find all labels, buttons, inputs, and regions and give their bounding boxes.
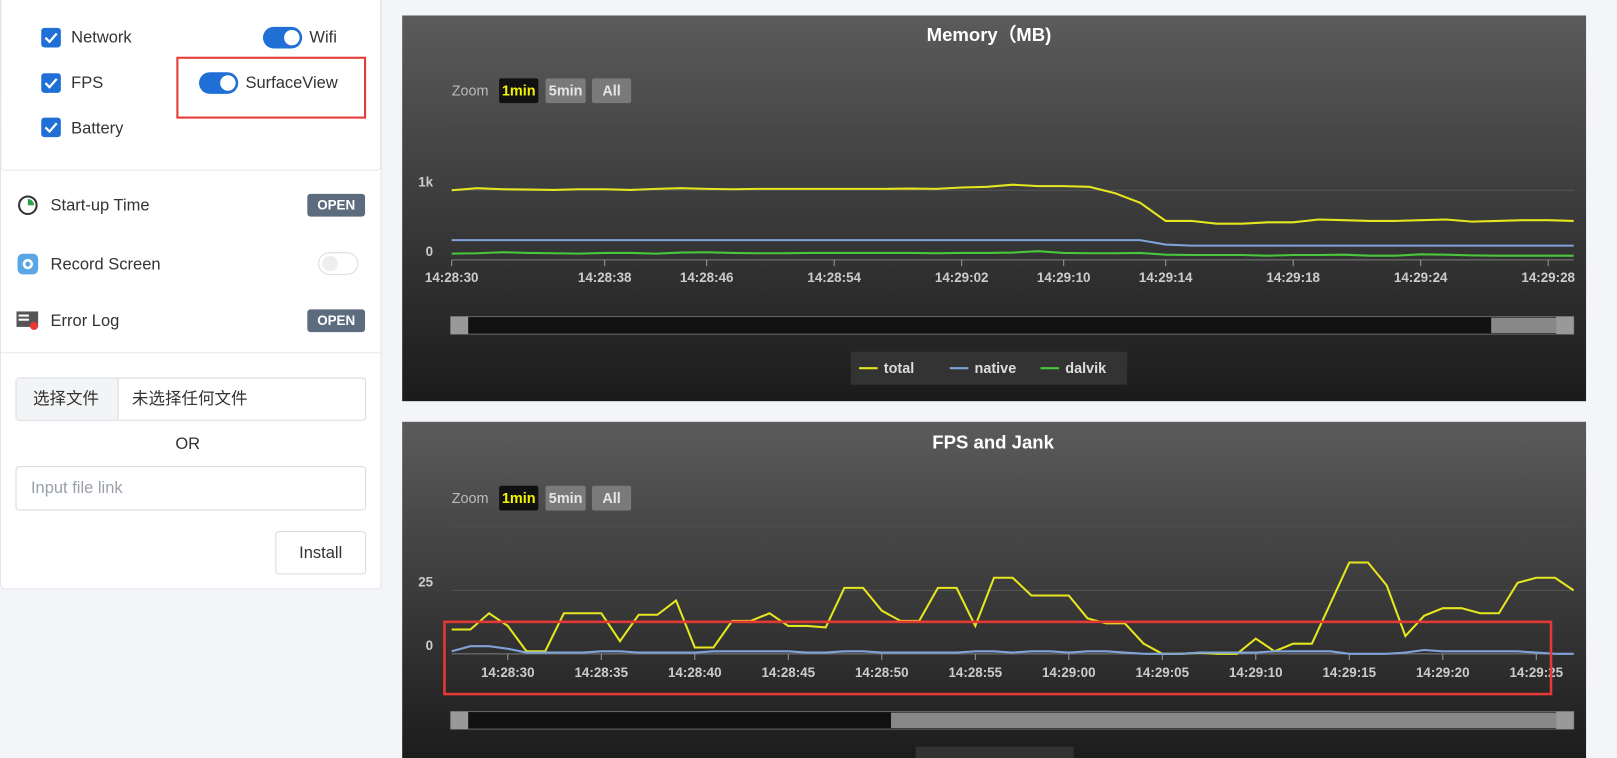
link-placeholder: Input file link bbox=[31, 479, 123, 497]
x-tick-label: 14:29:28 bbox=[1521, 270, 1575, 285]
y-tick-label: 0 bbox=[426, 638, 433, 653]
scrollbar-track bbox=[450, 316, 1575, 335]
legend-box bbox=[850, 351, 1128, 385]
zoom-button[interactable] bbox=[499, 485, 539, 511]
toggle-label: SurfaceView bbox=[245, 74, 337, 92]
highlight-box bbox=[443, 620, 1553, 696]
open-button[interactable] bbox=[307, 309, 366, 333]
toggle[interactable] bbox=[199, 72, 239, 94]
x-tick-label: 14:29:20 bbox=[1416, 665, 1470, 680]
zoom-button-text[interactable]: All bbox=[602, 84, 620, 100]
zoom-button-text[interactable]: 1min bbox=[502, 84, 536, 100]
link-input[interactable] bbox=[15, 466, 367, 511]
chart-title: Memory（MB) bbox=[927, 24, 1052, 45]
x-tick-label: 14:28:40 bbox=[668, 665, 722, 680]
open-button-text[interactable]: OPEN bbox=[317, 197, 355, 212]
x-tick-label: 14:29:10 bbox=[1229, 665, 1283, 680]
series-line bbox=[451, 183, 1574, 225]
y-tick-label: 25 bbox=[418, 575, 433, 590]
zoom-button-text[interactable]: 5min bbox=[549, 84, 583, 100]
error-log-icon bbox=[16, 311, 39, 331]
series-line bbox=[451, 645, 1574, 655]
checkbox[interactable] bbox=[41, 27, 61, 48]
scroll-right[interactable] bbox=[1556, 316, 1574, 335]
x-tick-label: 14:28:55 bbox=[948, 665, 1002, 680]
charts: Memory（MB) Zoom 1min 5min All 0 1k 14:28:30 14:2… bbox=[402, 15, 1587, 758]
record-icon bbox=[17, 253, 39, 275]
scroll-right[interactable] bbox=[1556, 711, 1574, 730]
x-tick-label: 14:29:25 bbox=[1509, 665, 1563, 680]
install-button[interactable] bbox=[275, 531, 367, 575]
sidebar: Network FPS Battery Wifi SurfaceView Sta… bbox=[0, 0, 382, 590]
x-tick-label: 14:29:24 bbox=[1394, 270, 1448, 285]
scrollbar-thumb[interactable] bbox=[891, 712, 1558, 729]
chart-panel bbox=[402, 15, 1587, 402]
startup-icon bbox=[18, 195, 38, 216]
x-tick-label: 14:28:46 bbox=[680, 270, 734, 285]
file-status: 未选择任何文件 bbox=[132, 389, 248, 408]
x-tick-label: 14:29:00 bbox=[1042, 665, 1096, 680]
scrollbar-thumb[interactable] bbox=[1491, 317, 1558, 334]
x-tick-label: 14:28:50 bbox=[855, 665, 909, 680]
zoom-button[interactable] bbox=[545, 485, 586, 511]
highlight-box bbox=[176, 56, 367, 119]
legend-label: dalvik bbox=[1065, 361, 1107, 377]
zoom-label: Zoom bbox=[452, 491, 489, 507]
y-tick-label: 0 bbox=[426, 244, 433, 259]
checkbox[interactable] bbox=[41, 73, 61, 93]
legend-box bbox=[915, 746, 1074, 758]
zoom-button[interactable] bbox=[591, 78, 632, 104]
x-tick-label: 14:29:02 bbox=[935, 270, 989, 285]
x-tick-label: 14:29:14 bbox=[1139, 270, 1193, 285]
series-line bbox=[451, 239, 1574, 247]
zoom-button-text[interactable]: 5min bbox=[549, 491, 583, 507]
x-tick-label: 14:29:05 bbox=[1135, 665, 1189, 680]
x-tick-label: 14:28:45 bbox=[761, 665, 815, 680]
zoom-button[interactable] bbox=[591, 485, 632, 511]
checkbox-label: Battery bbox=[71, 119, 124, 137]
zoom-label: Zoom bbox=[452, 84, 489, 100]
scroll-left[interactable] bbox=[450, 711, 469, 730]
legend-label: total bbox=[884, 361, 914, 377]
checkbox-label: FPS bbox=[71, 74, 103, 92]
scroll-left[interactable] bbox=[450, 316, 469, 335]
x-tick-label: 14:29:18 bbox=[1266, 270, 1320, 285]
y-tick-label: 1k bbox=[418, 175, 433, 190]
legend-label: native bbox=[975, 361, 1017, 377]
file-button-text[interactable]: 选择文件 bbox=[33, 389, 99, 408]
series-line bbox=[451, 561, 1575, 655]
x-tick-label: 14:28:54 bbox=[807, 270, 861, 285]
checkbox[interactable] bbox=[41, 117, 61, 138]
toggle[interactable] bbox=[262, 26, 303, 49]
x-tick-label: 14:28:38 bbox=[578, 270, 632, 285]
x-tick-label: 14:28:35 bbox=[574, 665, 628, 680]
or-text: OR bbox=[175, 435, 200, 453]
toggle[interactable] bbox=[318, 252, 359, 275]
tool-label: Error Log bbox=[51, 312, 120, 330]
tool-label: Record Screen bbox=[51, 255, 161, 273]
toggle-label: Wifi bbox=[309, 29, 337, 47]
zoom-button[interactable] bbox=[545, 78, 586, 104]
open-button[interactable] bbox=[307, 193, 366, 217]
open-button-text[interactable]: OPEN bbox=[317, 313, 355, 328]
x-tick-label: 14:28:30 bbox=[425, 270, 479, 285]
x-tick-label: 14:29:10 bbox=[1037, 270, 1091, 285]
x-tick-label: 14:28:30 bbox=[481, 665, 535, 680]
series-line bbox=[451, 250, 1574, 257]
checkbox-label: Network bbox=[71, 29, 132, 47]
file-button[interactable] bbox=[16, 378, 118, 420]
zoom-button[interactable] bbox=[499, 78, 539, 104]
zoom-button-text[interactable]: 1min bbox=[502, 491, 536, 507]
zoom-button-text[interactable]: All bbox=[602, 491, 620, 507]
x-tick-label: 14:29:15 bbox=[1322, 665, 1376, 680]
install-button-text[interactable]: Install bbox=[299, 544, 342, 562]
tool-label: Start-up Time bbox=[51, 197, 150, 215]
chart-title: FPS and Jank bbox=[932, 431, 1054, 452]
